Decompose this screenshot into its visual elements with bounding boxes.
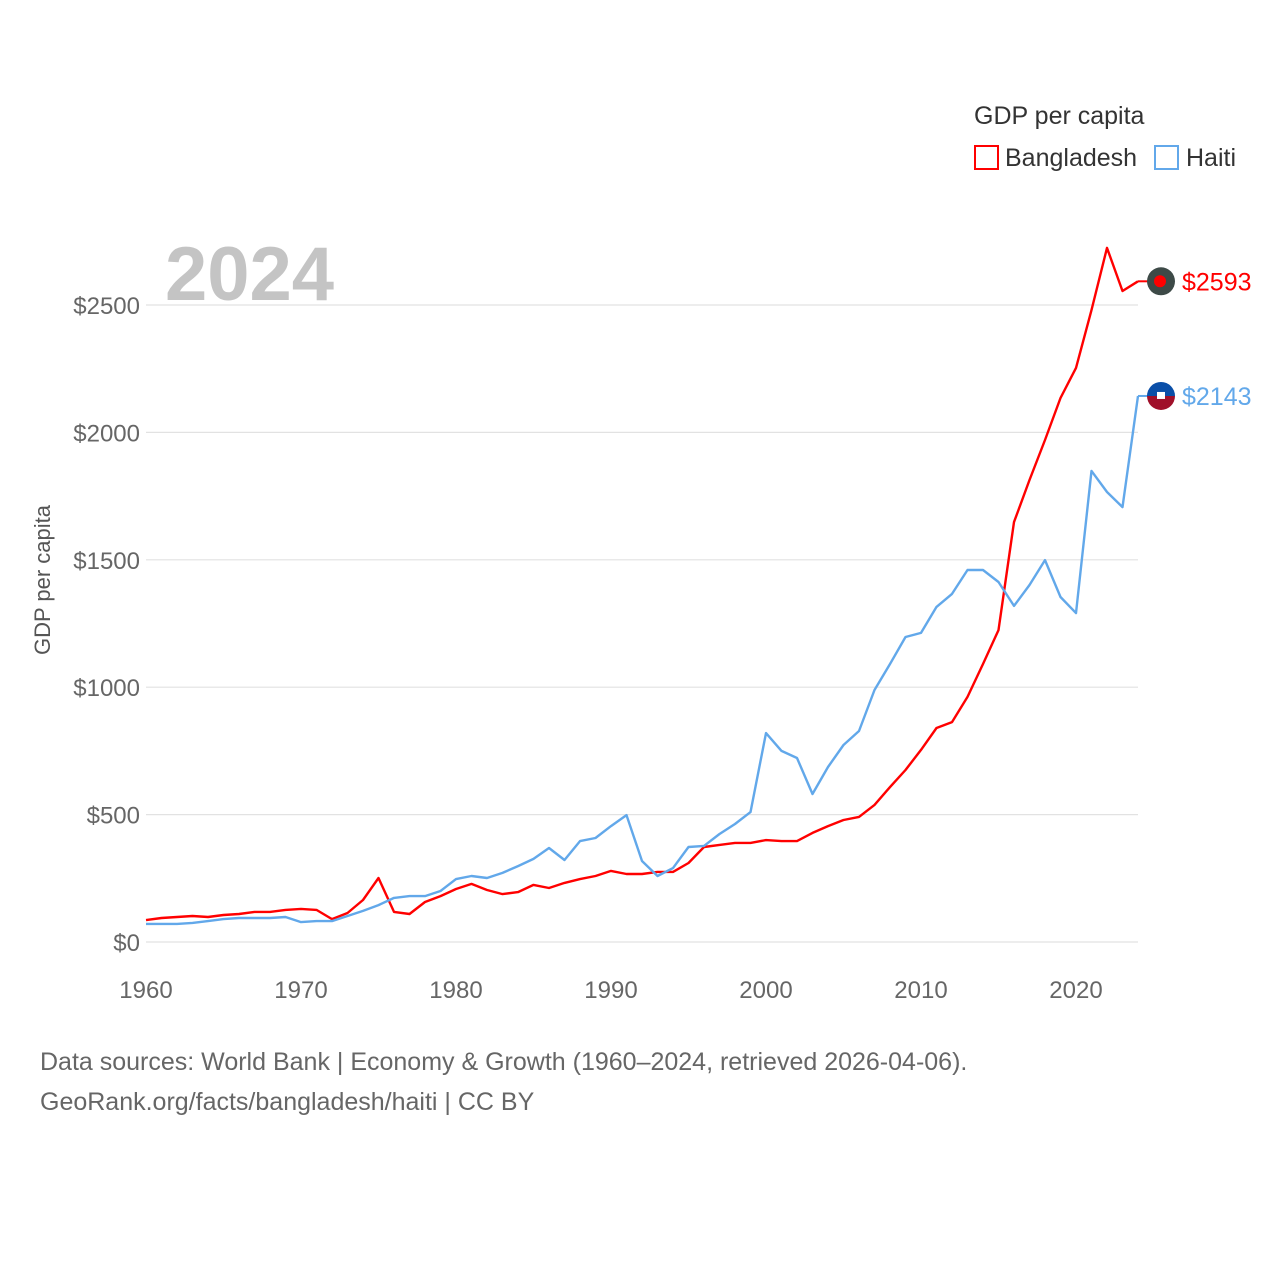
- y-axis-label: GDP per capita: [30, 504, 55, 655]
- y-tick-label: $2500: [73, 293, 140, 320]
- bangladesh-flag-disc: [1154, 275, 1166, 288]
- x-tick-label: 2020: [1049, 977, 1102, 1004]
- legend: GDP per capita Bangladesh Haiti: [974, 102, 1236, 172]
- x-tick-label: 1960: [119, 977, 172, 1004]
- footer-attribution-line: GeoRank.org/facts/bangladesh/haiti | CC …: [40, 1088, 535, 1116]
- footer-source-line: Data sources: World Bank | Economy & Gro…: [40, 1048, 968, 1076]
- gridlines: [146, 304, 1138, 943]
- x-tick-label: 2010: [894, 977, 947, 1004]
- current-year-label: 2024: [165, 232, 334, 317]
- y-tick-label: $1000: [73, 675, 140, 702]
- x-tick-label: 1970: [274, 977, 327, 1004]
- series-line-bangladesh: [145, 246, 1139, 922]
- legend-label-bangladesh[interactable]: Bangladesh: [1005, 144, 1137, 172]
- legend-title: GDP per capita: [974, 102, 1145, 130]
- x-tick-label: 2000: [739, 977, 792, 1004]
- y-tick-label: $1500: [73, 548, 140, 575]
- end-value-label-bangladesh: $2593: [1182, 268, 1252, 296]
- y-tick-label: $500: [87, 803, 140, 830]
- footer-source: Data sources: World Bank | Economy & Gro…: [40, 1042, 967, 1122]
- y-tick-label: $0: [113, 930, 140, 957]
- series-end-markers: $2593 $2143: [1138, 267, 1252, 411]
- haiti-flag-emblem: [1157, 391, 1165, 399]
- legend-swatch-bangladesh[interactable]: [974, 145, 999, 170]
- x-tick-label: 1980: [429, 977, 482, 1004]
- series-line-haiti: [146, 395, 1140, 926]
- y-axis-ticks: $0 $500 $1000 $1500 $2000 $2500: [73, 293, 140, 957]
- x-tick-label: 1990: [584, 977, 637, 1004]
- haiti-flag-bottom: [1147, 395, 1175, 410]
- legend-label-haiti[interactable]: Haiti: [1186, 144, 1236, 172]
- y-tick-label: $2000: [73, 420, 140, 447]
- haiti-flag-icon: [1147, 381, 1175, 410]
- end-value-label-haiti: $2143: [1182, 383, 1252, 411]
- legend-swatch-haiti[interactable]: [1154, 145, 1179, 170]
- series-lines: [145, 246, 1140, 926]
- x-axis-ticks: 1960 1970 1980 1990 2000 2010 2020: [119, 977, 1102, 1004]
- haiti-flag-top: [1147, 381, 1175, 396]
